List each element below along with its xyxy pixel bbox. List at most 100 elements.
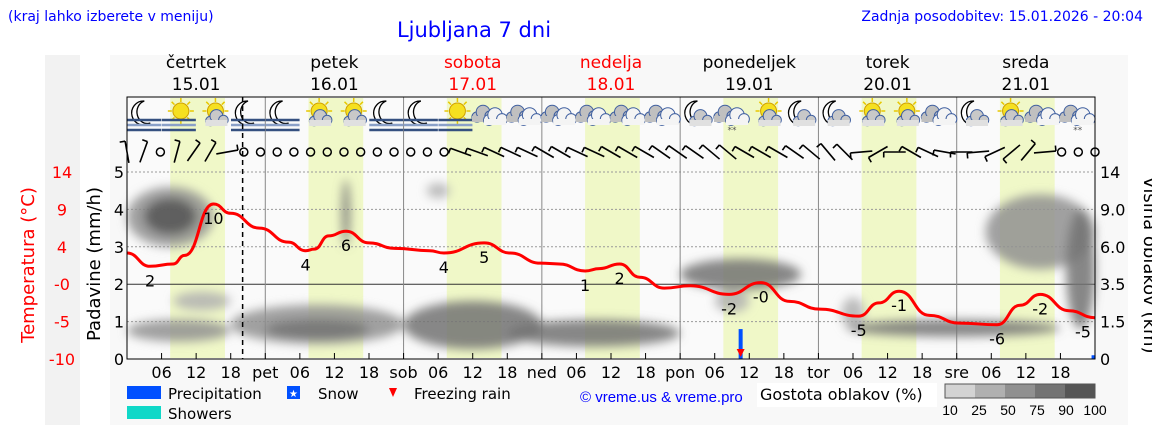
wind-barb-icon [748,145,772,159]
x-tick-label: 18 [497,363,517,382]
wind-barb-icon [564,146,588,158]
wind-barb-tick [664,145,670,151]
x-tick-label: 18 [1050,363,1070,382]
wind-barb-icon [915,146,939,158]
x-tick-label: 18 [635,363,655,382]
temperature-label: 2 [145,271,155,290]
wind-barb-icon [648,145,671,159]
weather-icon-moon-cloud [787,100,817,127]
temperature-tick: -10 [49,350,75,369]
wind-barb-icon [186,139,201,162]
wind-barb-tick [681,145,687,151]
wind-barb-tick [236,144,239,151]
weather-icon-cloud-snow: ** [1059,104,1096,136]
wind-barb-tick [816,142,822,148]
wind-calm-icon [305,147,316,157]
x-tick-label: 06 [705,363,725,382]
temperature-label: -2 [1032,299,1048,318]
day-date: 18.01 [587,75,636,95]
wind-barb-icon [832,143,853,161]
wind-barb-shaft [567,146,588,158]
wind-barb-icon [898,145,922,159]
cloud-icon [758,109,782,127]
wind-barb-shaft [216,149,239,155]
wind-barb-icon [816,142,836,161]
legend: Precipitation ★ Snow Freezing rain Showe… [127,383,1107,423]
day-name: sobota [444,53,502,73]
cloud-base [933,119,956,125]
cloud-scale-tick: 90 [1058,402,1074,418]
wind-barb-tick [631,146,636,152]
weather-icon-moon-fog [265,100,300,132]
wind-barb-tick [832,143,838,149]
wind-barb-tick [447,147,452,154]
x-tick-label: 12 [877,363,897,382]
cloud-icon [308,109,333,127]
wind-barb-icon [798,144,821,160]
cloud-base [1000,120,1023,126]
snow-flakes-icon: ** [1073,126,1083,136]
wind-barb-icon [664,145,688,159]
wind-barb-shaft [584,146,605,158]
sun-ray [774,101,779,106]
cloud-base [587,119,610,125]
location-hint[interactable]: (kraj lahko izberete v meniju) [8,9,214,25]
weather-icon-moon-cloud [960,100,990,127]
wind-barb-icon [966,150,990,159]
cloud-base [793,120,816,126]
cloud-icon [896,109,921,127]
wind-barb-tick [481,147,485,153]
cloud-base [714,116,736,122]
sun-disc [172,102,190,120]
weather-icon-cloudy [505,104,543,126]
wind-calm-icon [355,147,366,157]
wind-barb-icon [581,146,605,158]
wind-barb-tick [748,146,753,152]
wind-barb-shaft [204,142,217,162]
cloud-height-axis-title: Višina oblakov (km) [1139,176,1152,353]
weather-icon-sun-fog [161,98,196,132]
wind-barb-shaft [767,145,788,159]
cloud-blob [173,291,231,311]
wind-barb-icon [1002,144,1021,164]
wind-calm-icon [372,147,383,157]
weather-icon-sun-cloud [755,98,782,127]
cloud-density-scale: 10 25 50 75 90 100 [942,383,1107,418]
wind-barb-shaft [1002,144,1021,160]
x-tick-label: 12 [601,363,621,382]
copyright-link[interactable]: © vreme.us & vreme.pro [580,389,743,406]
wind-barb-tick [898,146,903,152]
cloud-base [862,120,885,126]
cloud-base [1025,116,1048,122]
x-tick-label: tor [807,363,830,382]
cloud-icon [827,109,852,127]
wind-barb-icon [547,145,571,159]
temperature-label: -6 [989,330,1005,349]
snow-flakes-icon: ** [728,126,738,136]
precipitation-tick: 1 [114,313,124,332]
legend-freezing-rain: Freezing rain [414,385,511,403]
temperature-label: 4 [301,256,311,275]
wind-calm-icon [255,147,266,157]
wind-barb-tick [598,146,603,152]
temperature-tick: 9 [57,200,67,219]
snow-star-icon: ★ [289,389,298,400]
x-tick-label: 06 [151,363,171,382]
snow-icon [287,386,300,399]
wind-barb-shaft [1020,143,1036,161]
weather-icon-cloudy [644,104,681,126]
wind-barb-icon [1020,139,1036,161]
wind-barb-tick [867,157,872,163]
wind-calm-icon [155,147,166,157]
cloud-scale-swatch [1065,384,1095,398]
cloud-blob [847,319,1061,337]
cloud-icon [552,107,578,126]
wind-barb-icon [984,146,1006,162]
freezing-rain-icon [389,388,397,397]
cloud-icon [861,109,886,127]
sun-disc [448,102,466,120]
cloud-scale-swatch [975,384,1005,398]
precipitation-tick: 4 [114,200,124,219]
cloud-icon [725,107,750,126]
temperature-label: -5 [1075,323,1091,342]
